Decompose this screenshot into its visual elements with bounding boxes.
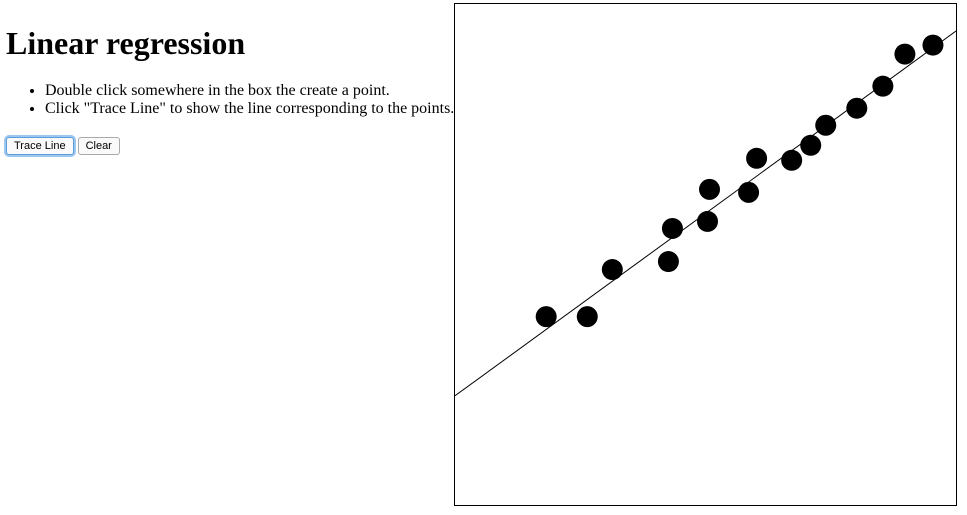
data-point[interactable] xyxy=(815,114,837,136)
data-point[interactable] xyxy=(661,217,683,239)
data-point[interactable] xyxy=(872,75,894,97)
left-panel: Linear regression Double click somewhere… xyxy=(6,0,456,155)
instructions-list: Double click somewhere in the box the cr… xyxy=(6,82,456,118)
trace-line-button[interactable]: Trace Line xyxy=(6,137,74,155)
data-point[interactable] xyxy=(738,181,760,203)
data-point[interactable] xyxy=(746,147,768,169)
data-point[interactable] xyxy=(699,178,721,200)
data-point[interactable] xyxy=(894,43,916,65)
scatter-plot[interactable] xyxy=(455,4,956,505)
data-point[interactable] xyxy=(601,259,623,281)
data-point[interactable] xyxy=(697,210,719,232)
data-point[interactable] xyxy=(922,34,944,56)
data-point[interactable] xyxy=(846,97,868,119)
clear-button[interactable]: Clear xyxy=(77,137,120,155)
data-point[interactable] xyxy=(781,149,803,171)
instruction-item: Click "Trace Line" to show the line corr… xyxy=(45,100,456,118)
data-point[interactable] xyxy=(657,251,679,273)
button-bar: Trace Line Clear xyxy=(6,137,456,155)
plot-canvas[interactable] xyxy=(454,3,957,506)
data-point[interactable] xyxy=(800,134,822,156)
data-point[interactable] xyxy=(535,306,557,328)
data-point[interactable] xyxy=(576,306,598,328)
instruction-item: Double click somewhere in the box the cr… xyxy=(45,82,456,100)
page-title: Linear regression xyxy=(6,25,246,61)
